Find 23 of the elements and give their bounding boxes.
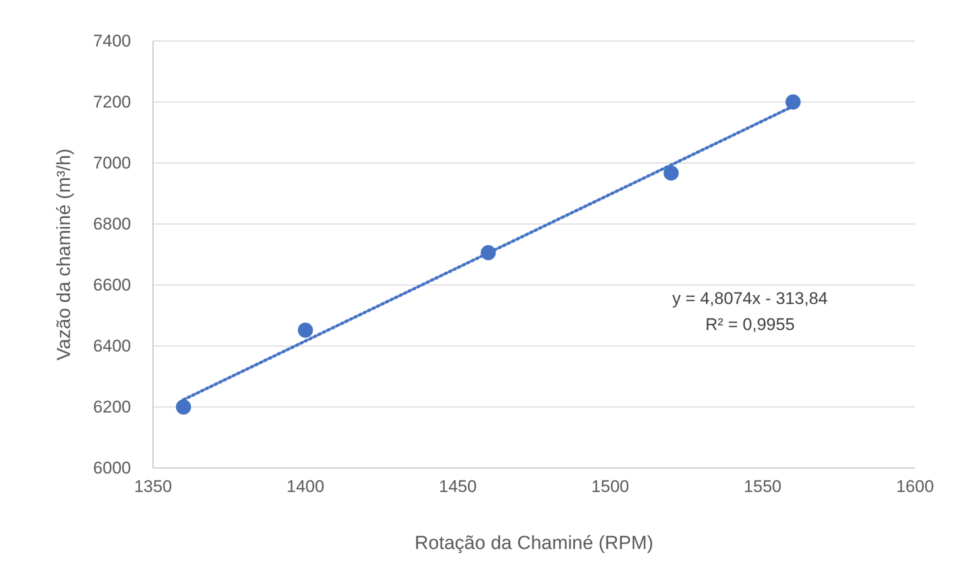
x-tick-label: 1550 <box>744 477 782 496</box>
y-tick-label: 6000 <box>93 458 131 478</box>
annotation: y = 4,8074x - 313,84 <box>672 289 828 308</box>
annotation: R² = 0,9955 <box>705 315 795 334</box>
x-axis-title: Rotação da Chaminé (RPM) <box>414 533 654 554</box>
y-tick-label: 6400 <box>93 336 131 356</box>
point <box>176 399 192 415</box>
point <box>298 322 313 338</box>
y-tick-label: 7200 <box>93 92 131 112</box>
x-tick-label: 1600 <box>896 477 934 496</box>
y-tick-label: 6200 <box>93 397 131 416</box>
y-axis-title: Vazão da chaminé (m³/h) <box>54 148 75 360</box>
x-tick-label: 1450 <box>438 477 477 496</box>
x-tick-label: 1400 <box>286 477 324 496</box>
y-tick-label: 7400 <box>93 31 131 50</box>
point <box>664 166 679 181</box>
point <box>480 245 496 260</box>
y-tick-label: 7000 <box>93 153 131 172</box>
point <box>786 94 801 110</box>
x-tick-label: 1500 <box>591 477 630 496</box>
y-tick-label: 6600 <box>93 275 131 294</box>
x-tick-label: 1350 <box>134 477 172 496</box>
y-tick-label: 6800 <box>93 214 131 234</box>
